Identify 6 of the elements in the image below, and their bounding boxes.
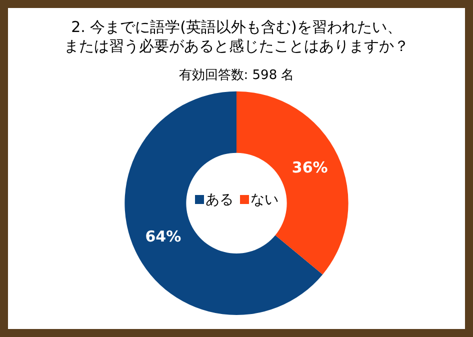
data-label: 64% bbox=[145, 228, 182, 246]
legend-label: ある bbox=[204, 191, 234, 209]
chart-subtitle: 有効回答数: 598 名 bbox=[178, 68, 294, 83]
chart-title: 2. 今までに語学(英語以外も含む)を習われたい、または習う必要があると感じたことはありますか？ bbox=[63, 18, 410, 56]
legend-label: ない bbox=[250, 191, 278, 209]
data-label: 36% bbox=[292, 158, 328, 177]
